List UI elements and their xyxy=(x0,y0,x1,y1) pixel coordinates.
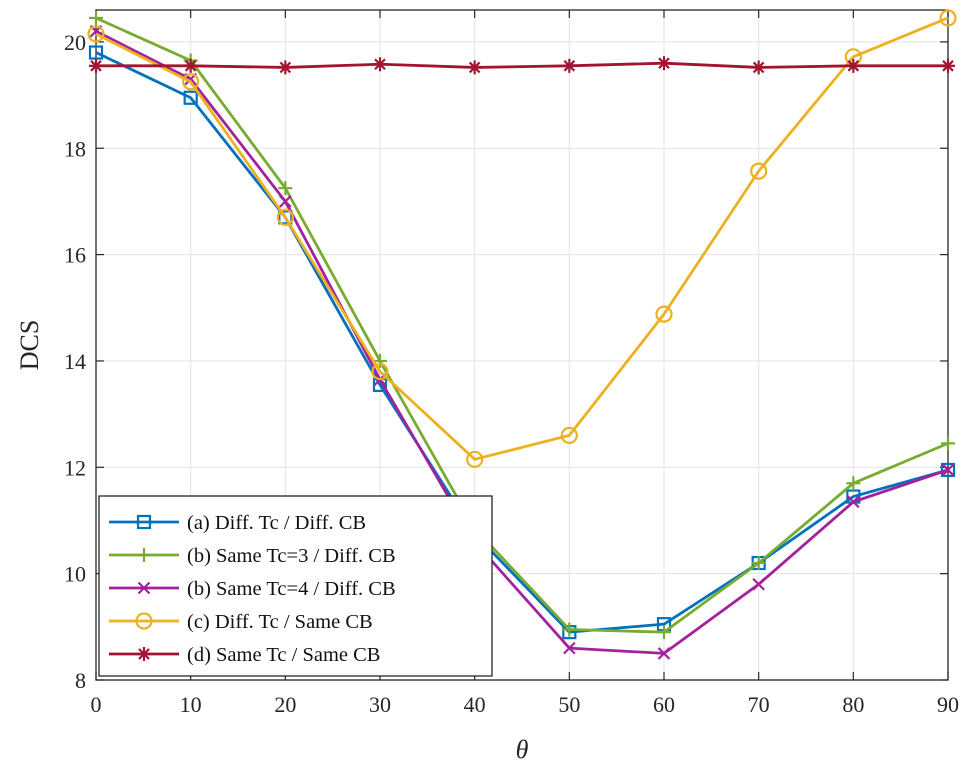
legend: (a) Diff. Tc / Diff. CB (b) Same Tc=3 / D… xyxy=(99,496,492,676)
y-tick-label: 16 xyxy=(64,243,86,268)
y-tick-label: 8 xyxy=(75,668,86,693)
legend-label: (a) Diff. Tc / Diff. CB xyxy=(187,512,366,534)
x-tick-label: 30 xyxy=(369,692,391,717)
x-axis-label: θ xyxy=(516,735,529,764)
x-tick-label: 40 xyxy=(464,692,486,717)
x-tick-label: 90 xyxy=(937,692,959,717)
asterisk-marker xyxy=(137,647,151,661)
y-tick-label: 20 xyxy=(64,30,86,55)
asterisk-marker xyxy=(846,59,860,73)
y-axis-label: DCS xyxy=(15,320,44,371)
x-tick-label: 50 xyxy=(558,692,580,717)
asterisk-marker xyxy=(941,59,955,73)
asterisk-marker xyxy=(278,60,292,74)
x-tick-label: 80 xyxy=(842,692,864,717)
asterisk-marker xyxy=(657,56,671,70)
y-tick-label: 14 xyxy=(64,349,86,374)
asterisk-marker xyxy=(562,59,576,73)
legend-label: (b) Same Tc=4 / Diff. CB xyxy=(187,578,396,600)
y-tick-label: 10 xyxy=(64,562,86,587)
legend-label: (d) Same Tc / Same CB xyxy=(187,644,380,666)
asterisk-marker xyxy=(89,59,103,73)
x-tick-label: 10 xyxy=(180,692,202,717)
y-tick-label: 12 xyxy=(64,455,86,480)
asterisk-marker xyxy=(468,60,482,74)
asterisk-marker xyxy=(184,59,198,73)
x-tick-label: 20 xyxy=(274,692,296,717)
y-tick-label: 18 xyxy=(64,136,86,161)
x-tick-label: 0 xyxy=(91,692,102,717)
legend-label: (c) Diff. Tc / Same CB xyxy=(187,611,373,633)
legend-label: (b) Same Tc=3 / Diff. CB xyxy=(187,545,396,567)
asterisk-marker xyxy=(752,60,766,74)
x-tick-label: 70 xyxy=(748,692,770,717)
asterisk-marker xyxy=(373,57,387,71)
x-tick-label: 60 xyxy=(653,692,675,717)
